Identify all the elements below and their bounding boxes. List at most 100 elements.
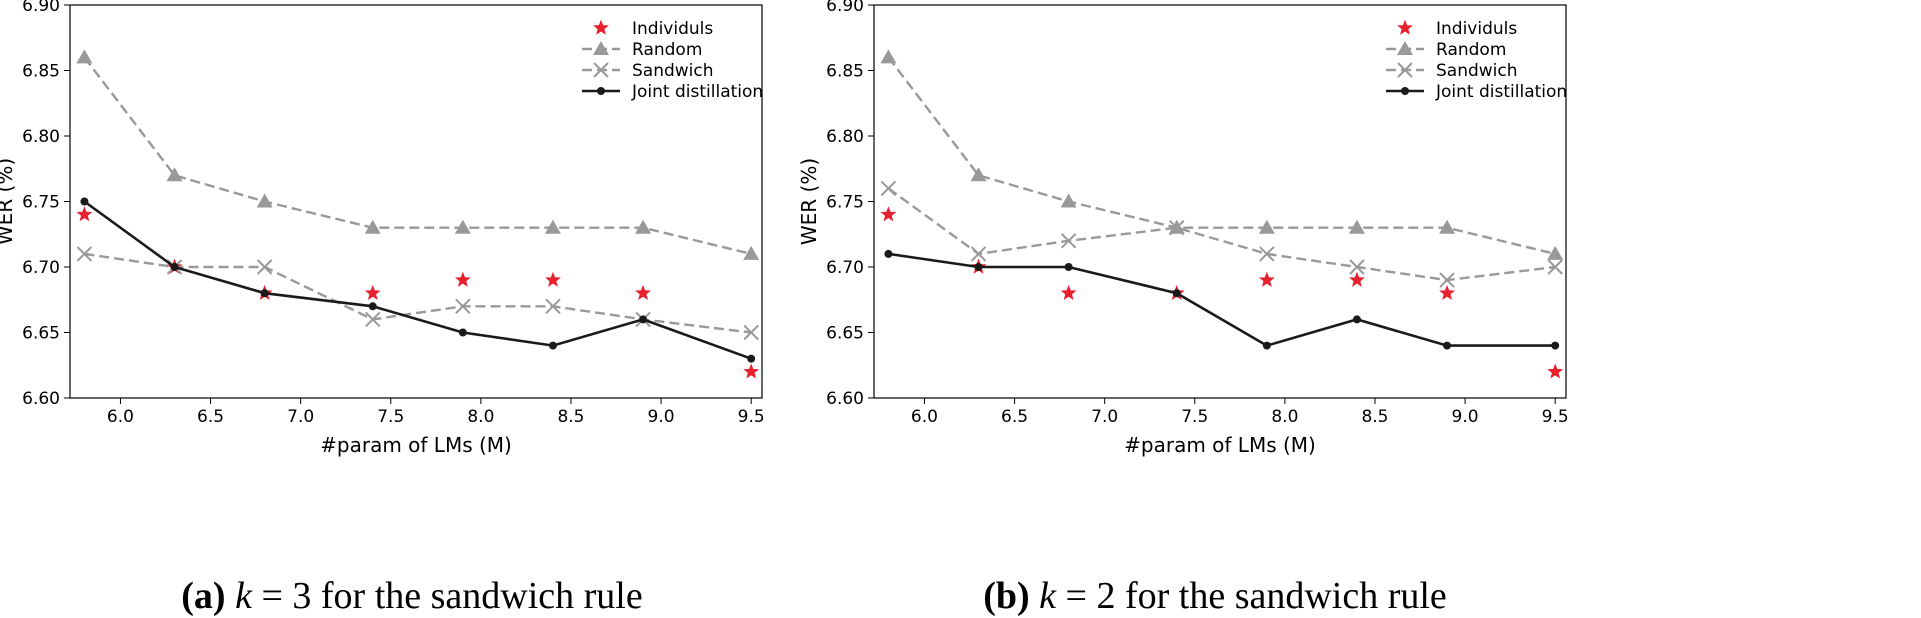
x-tick-label: 8.0 xyxy=(467,407,494,427)
x-tick-label: 9.0 xyxy=(1452,407,1479,427)
y-tick-label: 6.85 xyxy=(826,62,864,82)
data-point xyxy=(76,246,93,262)
data-point xyxy=(1064,263,1073,271)
chart-panel-a: 6.0 6.5 7.0 7.5 8.0 8.5 9.0 9.5 6.60 6.65 6.70 6.75… xyxy=(0,0,765,617)
x-tick-label: 8.5 xyxy=(557,407,584,427)
y-tick-label: 6.60 xyxy=(22,389,60,409)
data-point xyxy=(1348,219,1365,234)
x-tick-label: 9.5 xyxy=(738,407,765,427)
y-tick-label: 6.70 xyxy=(22,258,60,278)
legend-label: Joint distillation xyxy=(1435,82,1567,102)
data-point xyxy=(884,249,893,258)
data-point xyxy=(1349,259,1365,275)
data-point xyxy=(364,219,381,234)
legend-marker xyxy=(597,87,605,95)
legend-marker xyxy=(593,19,609,35)
data-point xyxy=(974,263,983,271)
data-point xyxy=(1439,272,1455,288)
x-tick-label: 6.0 xyxy=(911,407,938,427)
data-point xyxy=(170,263,179,271)
chart-panel-b: 6.0 6.5 7.0 7.5 8.0 8.5 9.0 9.5 6.60 6.65 6.70 6.75… xyxy=(797,0,1569,617)
legend-marker xyxy=(1401,87,1409,95)
x-tick-label: 7.0 xyxy=(287,407,314,427)
y-axis-label: WER (%) xyxy=(0,158,17,245)
data-point xyxy=(635,219,652,234)
series-individuls xyxy=(880,206,1564,379)
data-point xyxy=(80,197,89,206)
data-point xyxy=(454,271,471,287)
x-axis-label: #param of LMs (M) xyxy=(320,433,512,457)
data-point xyxy=(454,219,471,234)
data-point xyxy=(1169,219,1185,236)
x-tick-label: 8.5 xyxy=(1361,407,1388,427)
x-tick-label: 6.0 xyxy=(107,407,134,427)
legend-label: Random xyxy=(632,40,702,60)
data-point xyxy=(1547,245,1564,260)
data-point xyxy=(880,180,897,197)
y-tick-label: 6.80 xyxy=(22,127,60,147)
legend-marker xyxy=(593,41,609,55)
series-line xyxy=(888,252,1556,348)
x-tick-label: 7.0 xyxy=(1091,407,1118,427)
caption-letter: (a) xyxy=(181,575,235,617)
series-line xyxy=(83,200,752,360)
series-random xyxy=(76,49,760,260)
data-point xyxy=(743,245,760,260)
legend-marker xyxy=(1397,19,1413,35)
data-point xyxy=(970,167,987,182)
data-point xyxy=(544,219,561,234)
data-point xyxy=(1259,246,1275,262)
data-point xyxy=(1352,315,1361,324)
series-line xyxy=(887,56,1556,256)
data-point xyxy=(635,284,651,300)
data-point xyxy=(365,311,381,328)
legend-label: Individuls xyxy=(1436,19,1517,39)
data-point xyxy=(1172,289,1181,298)
data-point xyxy=(743,324,759,341)
data-point xyxy=(880,206,897,222)
caption-text: = 3 for the sandwich rule xyxy=(252,575,643,617)
data-point xyxy=(1439,284,1455,300)
data-point xyxy=(545,298,561,315)
x-tick-label: 6.5 xyxy=(197,407,224,427)
data-point xyxy=(1443,341,1452,350)
series-random xyxy=(880,49,1564,260)
legend-marker xyxy=(1397,62,1413,78)
x-axis-label: #param of LMs (M) xyxy=(1124,433,1316,457)
y-tick-label: 6.90 xyxy=(826,0,864,16)
x-tick-label: 7.5 xyxy=(377,407,404,427)
series-sandwich xyxy=(76,246,759,341)
panel-caption: (a) k = 3 for the sandwich rule xyxy=(181,575,642,617)
y-axis-label: WER (%) xyxy=(797,158,821,245)
data-point xyxy=(639,315,648,324)
legend-label: Sandwich xyxy=(632,61,714,81)
x-tick-label: 9.0 xyxy=(648,407,675,427)
data-point xyxy=(260,289,269,298)
caption-variable: k xyxy=(235,575,253,617)
data-point xyxy=(880,49,897,64)
legend-marker xyxy=(1397,41,1413,55)
data-point xyxy=(76,49,93,64)
data-point xyxy=(1060,284,1077,300)
data-point xyxy=(970,246,987,262)
data-point xyxy=(1060,193,1077,208)
series-line xyxy=(887,187,1556,282)
data-point xyxy=(76,206,93,222)
data-point xyxy=(455,298,471,315)
series-joint-distillation xyxy=(80,197,756,363)
legend-label: Individuls xyxy=(632,19,713,39)
data-point xyxy=(1551,341,1560,350)
data-point xyxy=(1262,341,1271,350)
x-tick-label: 6.5 xyxy=(1001,407,1028,427)
caption-letter: (b) xyxy=(983,575,1039,617)
data-point xyxy=(1258,219,1275,234)
y-tick-label: 6.75 xyxy=(826,193,864,213)
y-tick-label: 6.70 xyxy=(826,258,864,278)
y-tick-label: 6.60 xyxy=(826,389,864,409)
series-sandwich xyxy=(880,180,1563,288)
y-tick-label: 6.80 xyxy=(826,127,864,147)
data-point xyxy=(458,328,467,337)
data-point xyxy=(1060,233,1077,249)
